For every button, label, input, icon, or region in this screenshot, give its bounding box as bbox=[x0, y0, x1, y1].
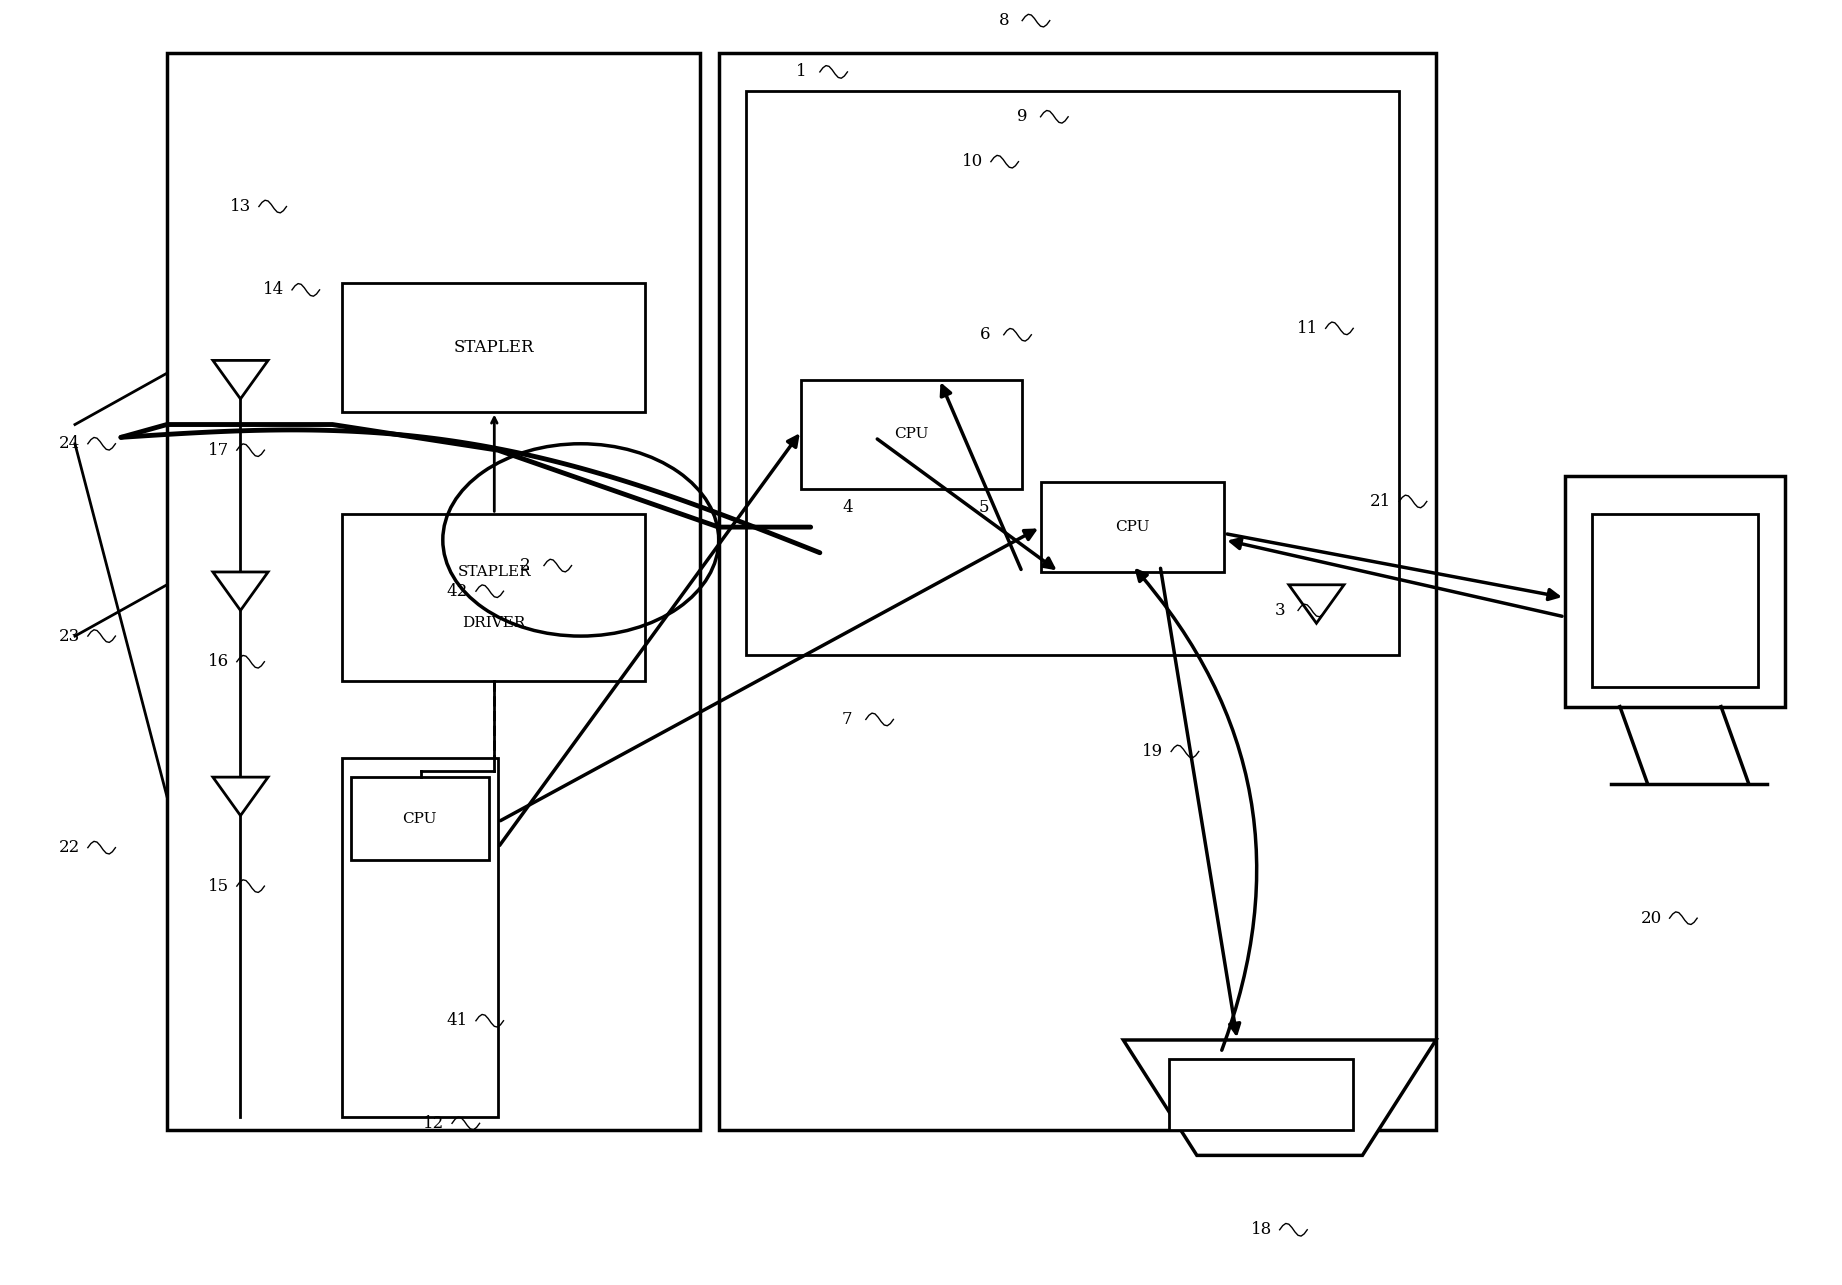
Text: 18: 18 bbox=[1251, 1221, 1271, 1239]
Text: 12: 12 bbox=[424, 1115, 444, 1132]
Text: CPU: CPU bbox=[895, 427, 928, 441]
Bar bbox=[341, 514, 645, 681]
Text: 1: 1 bbox=[796, 63, 807, 81]
Text: 9: 9 bbox=[1017, 108, 1028, 126]
Bar bbox=[1170, 1059, 1354, 1130]
Text: STAPLER: STAPLER bbox=[453, 339, 534, 356]
Text: 41: 41 bbox=[448, 1013, 468, 1029]
Text: 11: 11 bbox=[1297, 320, 1317, 337]
Bar bbox=[168, 53, 700, 1130]
Text: 2: 2 bbox=[519, 558, 530, 574]
Bar bbox=[1041, 482, 1225, 572]
Text: 14: 14 bbox=[263, 281, 284, 298]
Text: 6: 6 bbox=[980, 326, 991, 343]
Text: CPU: CPU bbox=[403, 812, 437, 826]
Text: 5: 5 bbox=[978, 500, 989, 517]
Text: CPU: CPU bbox=[1114, 520, 1149, 535]
Bar bbox=[801, 379, 1022, 488]
Text: 3: 3 bbox=[1275, 601, 1286, 619]
Text: DRIVER: DRIVER bbox=[462, 617, 527, 630]
Text: 4: 4 bbox=[842, 500, 853, 517]
Text: 21: 21 bbox=[1370, 493, 1391, 510]
Text: 42: 42 bbox=[448, 582, 468, 600]
Text: 17: 17 bbox=[208, 442, 228, 459]
Text: 7: 7 bbox=[842, 711, 853, 727]
Bar bbox=[718, 53, 1437, 1130]
Text: 13: 13 bbox=[230, 198, 251, 215]
Text: 8: 8 bbox=[998, 12, 1009, 30]
Text: 10: 10 bbox=[962, 153, 984, 170]
Polygon shape bbox=[1124, 1040, 1437, 1155]
Text: 20: 20 bbox=[1641, 910, 1661, 926]
Text: 19: 19 bbox=[1142, 743, 1164, 759]
Text: 22: 22 bbox=[59, 839, 79, 856]
Bar bbox=[746, 91, 1400, 655]
Text: 23: 23 bbox=[59, 627, 79, 645]
Polygon shape bbox=[214, 572, 269, 610]
Bar bbox=[341, 758, 497, 1117]
Bar bbox=[341, 284, 645, 411]
Polygon shape bbox=[1289, 585, 1345, 623]
Bar bbox=[1591, 514, 1757, 687]
Bar bbox=[350, 777, 488, 861]
Text: 24: 24 bbox=[59, 436, 79, 452]
Text: 15: 15 bbox=[208, 878, 228, 894]
Polygon shape bbox=[214, 777, 269, 816]
Text: STAPLER: STAPLER bbox=[457, 565, 530, 580]
Polygon shape bbox=[214, 360, 269, 398]
Bar bbox=[1564, 475, 1785, 707]
Text: 16: 16 bbox=[208, 653, 228, 671]
